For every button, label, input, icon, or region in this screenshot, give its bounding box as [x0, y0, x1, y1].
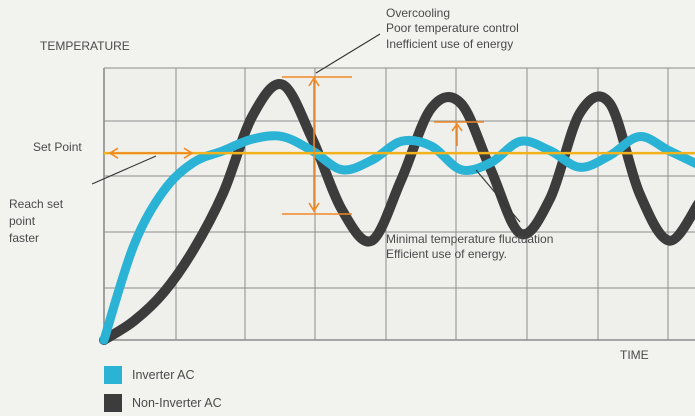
annotation-overcooling-1: Overcooling	[386, 6, 450, 20]
plot-area	[104, 68, 695, 340]
legend-label-non-inverter: Non-Inverter AC	[132, 396, 222, 410]
annotation-overcooling-3: Inefficient use of energy	[386, 37, 513, 51]
legend-item-inverter: Inverter AC	[104, 366, 195, 384]
grid-lines	[103, 67, 695, 341]
legend-swatch-inverter	[104, 366, 122, 384]
annotation-minimal-1: Minimal temperature fluctuation	[386, 232, 553, 246]
annotation-reach-1: Reach set	[9, 197, 64, 211]
series-line-non-inverter	[99, 79, 695, 345]
annotation-reach-2: point	[9, 214, 36, 228]
reach-pointer-line	[91, 155, 157, 185]
legend-label-inverter: Inverter AC	[132, 368, 195, 382]
overcooling-range-arrow	[282, 76, 352, 215]
minimal-pointer-line	[475, 169, 521, 223]
reach-setpoint-arrow	[108, 147, 194, 159]
minimal-fluctuation-arrow	[434, 121, 484, 146]
x-axis-label: TIME	[620, 348, 649, 362]
legend-swatch-non-inverter	[104, 394, 122, 412]
legend-item-non-inverter: Non-Inverter AC	[104, 394, 222, 412]
overcooling-pointer-line	[315, 33, 381, 74]
annotation-overcooling-2: Poor temperature control	[386, 21, 519, 35]
annotation-minimal-2: Efficient use of energy.	[386, 247, 507, 261]
setpoint-label: Set Point	[33, 140, 82, 154]
y-axis-label: TEMPERATURE	[40, 39, 130, 53]
annotation-reach-3: faster	[9, 231, 39, 245]
series-line-inverter	[99, 131, 695, 345]
